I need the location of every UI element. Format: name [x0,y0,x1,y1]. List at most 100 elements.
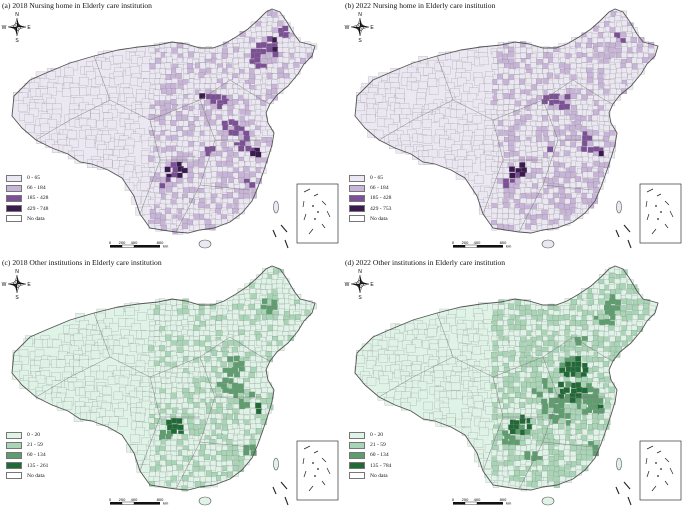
prefecture-cell [553,439,560,446]
prefecture-cell [118,338,129,347]
prefecture-cell [514,100,521,107]
prefecture-cell [203,100,211,106]
prefecture-cell [535,475,542,482]
prefecture-cell [243,315,250,322]
prefecture-cell [558,444,565,451]
prefecture-cell [496,330,503,336]
prefecture-cell [215,324,222,331]
prefecture-cell [552,449,559,456]
prefecture-cell [159,460,166,466]
prefecture-cell [520,47,527,53]
legend-item: 21 - 59 [6,440,48,450]
prefecture-cell [541,471,548,478]
prefecture-cell [603,88,610,95]
prefecture-cell [272,46,279,53]
prefecture-cell [148,114,155,120]
prefecture-cell [254,303,261,310]
prefecture-cell [170,444,177,451]
scale-tick-label: 400 [131,497,138,502]
prefecture-cell [199,321,206,327]
prefecture-cell [164,398,171,405]
prefecture-cell [542,449,549,456]
prefecture-cell [547,193,554,199]
prefecture-cell [508,324,515,331]
inset-dash [302,457,305,465]
prefecture-cell [491,166,498,172]
prefecture-cell [507,84,514,90]
prefecture-cell [176,203,184,210]
prefecture-cell [610,64,617,71]
prefecture-cell [244,429,251,436]
prefecture-cell [491,63,498,70]
prefecture-cell [130,380,140,390]
prefecture-cell [243,188,250,194]
legend-item: 0 - 65 [349,173,391,183]
legend-item: 185 - 428 [6,193,48,203]
prefecture-cell [237,82,244,89]
compass-e-label: E [370,25,374,31]
prefecture-cell [260,398,267,404]
prefecture-cell [602,115,610,122]
prefecture-cell [255,25,262,32]
prefecture-cell [552,387,559,393]
prefecture-cell [377,340,388,349]
inset-island [660,468,662,470]
prefecture-cell [227,371,234,377]
prefecture-cell [519,341,526,348]
prefecture-layer [355,10,655,231]
prefecture-cell [278,308,285,315]
prefecture-cell [248,372,255,379]
prefecture-cell [238,351,245,357]
prefecture-cell [159,142,167,148]
prefecture-cell [249,355,257,362]
legend-label: 0 - 20 [27,432,41,439]
prefecture-cell [106,119,117,129]
prefecture-cell [535,173,542,180]
prefecture-cell [565,413,572,419]
prefecture-cell [632,305,639,311]
prefecture-cell [519,418,526,424]
prefecture-cell [67,130,78,139]
prefecture-cell [508,79,516,86]
prefecture-cell [238,177,245,183]
prefecture-cell [502,120,509,127]
prefecture-cell [559,209,566,215]
prefecture-cell [536,68,543,74]
country-outline [354,265,659,491]
prefecture-cell [237,392,244,399]
prefecture-cell [503,167,510,174]
prefecture-cell [164,166,171,173]
scale-tick-label: 0 [452,497,455,502]
prefecture-cell [90,412,100,421]
prefecture-cell [86,71,96,80]
inset-dash [321,200,327,206]
prefecture-cell [531,183,539,190]
prefecture-cell [519,162,526,168]
prefecture-cell [227,339,234,346]
prefecture-cell [558,459,565,466]
prefecture-cell [239,121,246,127]
prefecture-cell [232,58,239,65]
prefecture-cell [176,418,183,424]
prefecture-cell [254,314,261,321]
prefecture-cell [250,41,257,48]
prefecture-cell [205,109,212,116]
prefecture-cell [378,354,389,363]
prefecture-cell [250,450,257,456]
prefecture-cell [266,25,273,32]
prefecture-cell [256,428,263,434]
prefecture-cell [524,187,531,194]
prefecture-cell [226,334,234,341]
prefecture-cell [366,114,376,123]
prefecture-cell [260,58,267,65]
prefecture-cell [238,134,245,141]
prefecture-cell [513,386,520,393]
prefecture-cell [175,73,182,79]
prefecture-cell [598,392,605,399]
prefecture-cell [130,434,140,443]
prefecture-cell [216,438,223,445]
prefecture-cell [209,303,217,310]
prefecture-cell [176,140,184,147]
prefecture-cell [160,110,167,116]
